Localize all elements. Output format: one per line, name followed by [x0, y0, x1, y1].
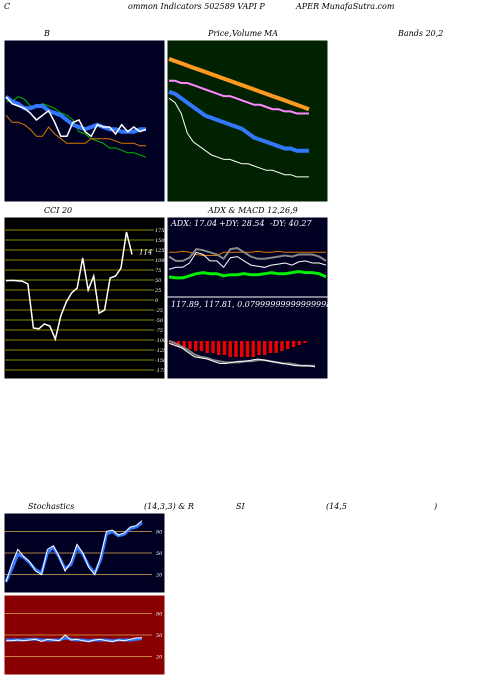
rsi-line: [6, 634, 142, 643]
macd-histogram-bar: [286, 341, 290, 349]
title-bollinger: B: [44, 29, 50, 38]
macd-readout: 117.89, 117.81, 0.07999999999999998: [171, 300, 328, 309]
header-left: C: [4, 2, 11, 11]
cci-tick-label: 150: [155, 238, 165, 244]
macd-histogram-bar: [182, 341, 186, 349]
adx-shadow-line: [168, 247, 327, 262]
cci-tick-label: 100: [155, 258, 165, 264]
title-stoch-c: SI: [236, 502, 245, 511]
cci-tick-label: 75: [155, 268, 161, 274]
macd-histogram-bar: [222, 341, 227, 355]
rsi-tick-label: 80: [156, 611, 163, 617]
ma-panel: [167, 40, 328, 202]
cci-tick-label: -125: [155, 348, 165, 354]
bb-price-line: [5, 96, 147, 138]
macd-histogram-bar: [217, 341, 221, 355]
adx-panel: ADX: 17.04 +DY: 28.54 -DY: 40.27: [167, 217, 328, 297]
adx-line: [168, 269, 327, 280]
macd-histogram-bar: [257, 341, 261, 355]
stoch-tick-label: 20: [155, 573, 163, 579]
rsi-panel: 80 50 20: [4, 595, 165, 675]
title-volume: Volume: [232, 29, 262, 38]
macd-histogram-bar: [303, 341, 307, 343]
cci-tick-label: -25: [155, 308, 163, 314]
macd-panel: 117.89, 117.81, 0.07999999999999998: [167, 297, 328, 379]
macd-histogram-bar: [194, 341, 198, 351]
title-ma: MA: [264, 29, 278, 38]
macd-histogram-bar: [240, 341, 244, 357]
ma-price-line: [168, 97, 309, 178]
stoch-tick-label: 80: [156, 529, 163, 535]
macd-histogram-bar: [228, 341, 232, 357]
header-right: APER MunafaSutra.com: [296, 2, 395, 11]
cci-tick-label: -50: [155, 318, 164, 324]
bb-middle-line: [4, 95, 146, 134]
stoch-tick-label: 50: [156, 551, 163, 557]
pdi-value: +DY: 28.54: [219, 219, 265, 228]
macd-histogram-bar: [280, 341, 284, 351]
stochastics-panel: 80 50 20: [4, 513, 165, 593]
macd-histogram-bar: [297, 341, 301, 345]
macd-histogram-bar: [234, 341, 238, 357]
bollinger-panel: [4, 40, 165, 202]
title-stoch-a: Stochastics: [28, 502, 75, 511]
title-stoch-e: ): [434, 502, 438, 511]
ma-long-line: [168, 57, 310, 112]
cci-panel: 175 150 125 100 75 50 25 0 -25 -50 -75 -100 -125 -150…: [4, 217, 165, 379]
cci-tick-label: -175: [155, 368, 165, 374]
macd-histogram-bar: [205, 341, 209, 353]
adx-value: ADX: 17.04: [170, 219, 217, 228]
rsi-tick-label: 50: [156, 633, 163, 639]
watermark: MunafaSutra.com: [172, 566, 385, 594]
cci-tick-label: -75: [155, 328, 163, 334]
ma-short-line: [168, 89, 309, 153]
stoch-signal-line: [4, 521, 143, 583]
macd-histogram-bar: [188, 341, 192, 349]
macd-histogram-bar: [199, 341, 204, 351]
macd-signal-line: [168, 340, 315, 367]
ma-mid-line: [169, 79, 309, 115]
cci-line: [5, 231, 133, 342]
cci-tick-label: -100: [155, 338, 165, 344]
header-middle: ommon Indicators 502589 VAPI P: [128, 2, 265, 11]
cci-tick-label: 50: [155, 278, 162, 284]
macd-histogram-bar: [274, 341, 278, 353]
cci-tick-label: 175: [155, 228, 165, 234]
title-bands: Bands 20,2: [398, 29, 444, 38]
title-cci: CCI 20: [44, 206, 73, 215]
macd-histogram-bar: [245, 341, 250, 357]
macd-histogram-bar: [263, 341, 267, 355]
macd-line: [168, 342, 316, 368]
pdi-line: [168, 251, 327, 270]
cci-tick-label: 0: [155, 298, 159, 304]
cci-tick-label: 125: [155, 248, 165, 254]
title-price: Price,: [208, 29, 232, 38]
cci-last-label: 114: [139, 248, 152, 256]
macd-histogram-bar: [211, 341, 215, 353]
cci-tick-label: -150: [155, 358, 165, 364]
title-adx-macd: ADX & MACD 12,26,9: [208, 206, 298, 215]
bb-lower-line: [5, 114, 146, 147]
macd-histogram-bar: [268, 341, 273, 353]
macd-histogram-bar: [251, 341, 255, 357]
title-stoch-b: (14,3,3) & R: [144, 502, 194, 511]
stoch-line: [5, 520, 143, 582]
mdi-value: -DY: 40.27: [270, 219, 312, 228]
title-stoch-d: (14,5: [326, 502, 347, 511]
rsi-tick-label: 20: [155, 655, 163, 661]
cci-tick-label: 25: [154, 288, 161, 294]
macd-histogram-bar: [291, 341, 296, 347]
